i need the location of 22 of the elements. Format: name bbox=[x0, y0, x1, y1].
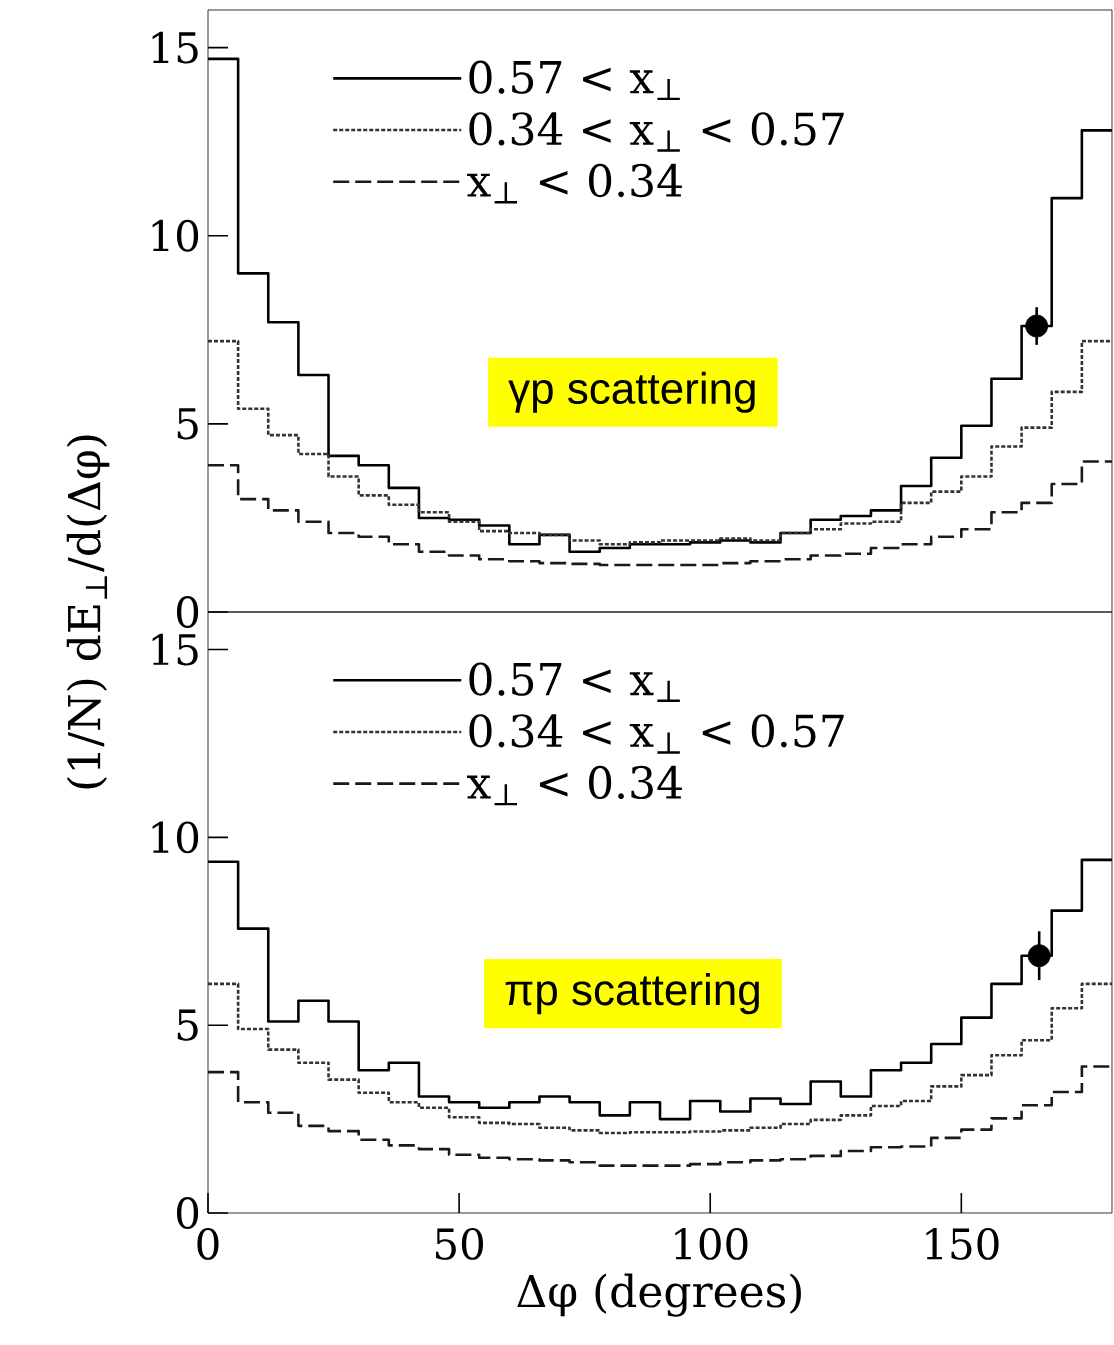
y-tick-label: 0 bbox=[176, 596, 199, 628]
y-tick-label: 5 bbox=[177, 1009, 198, 1041]
y-tick-label: 10 bbox=[152, 219, 199, 252]
annotation: πp scattering bbox=[505, 973, 759, 1015]
y-axis-title: (1/N) dE$_{⊥}$/d(Δφ) bbox=[66, 435, 110, 789]
y-tick-label: 15 bbox=[152, 31, 198, 64]
x-tick-label: 50 bbox=[435, 1228, 484, 1260]
legend-label: x$_{⊥}$ < 0.34 bbox=[467, 163, 682, 204]
x-tick-label: 0 bbox=[197, 1228, 219, 1260]
x-axis-title: Δφ (degrees) bbox=[517, 1273, 801, 1317]
legend-label: 0.34 < x$_{⊥}$ < 0.57 bbox=[469, 112, 844, 152]
legend-label: 0.34 < x$_{⊥}$ < 0.57 bbox=[469, 714, 844, 754]
y-tick-label: 5 bbox=[177, 408, 198, 440]
legend-label: x$_{⊥}$ < 0.34 bbox=[467, 765, 682, 806]
annotation: γp scattering bbox=[508, 371, 755, 413]
y-tick-label: 15 bbox=[152, 633, 198, 666]
x-tick-label: 150 bbox=[926, 1228, 999, 1260]
legend-label: 0.57 < x$_{⊥}$ bbox=[469, 60, 680, 101]
x-tick-label: 100 bbox=[675, 1228, 748, 1260]
y-tick-label: 10 bbox=[152, 821, 199, 854]
legend-label: 0.57 < x$_{⊥}$ bbox=[469, 662, 680, 703]
y-tick-label: 0 bbox=[176, 1197, 199, 1229]
